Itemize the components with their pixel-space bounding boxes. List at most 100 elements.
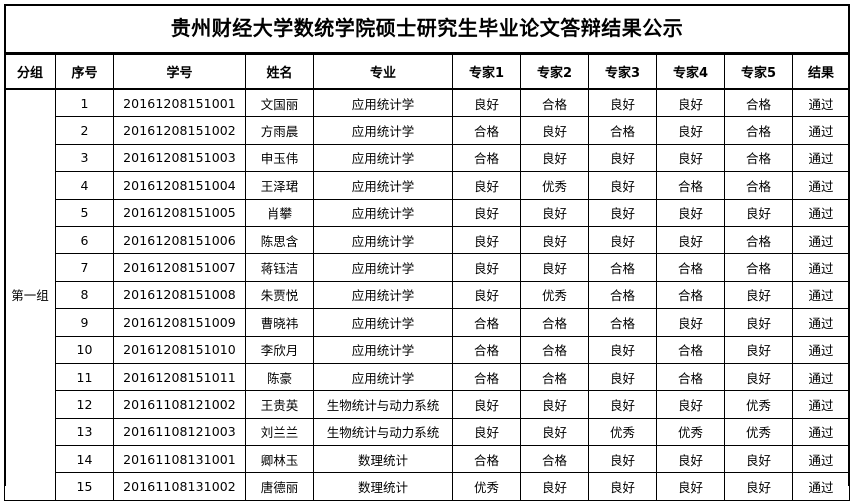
cell-expert1: 合格: [452, 362, 521, 392]
table-row: 12 20161108121002 王贵英 生物统计与动力系统 良好 良好 良好 良好 优秀 通过: [5, 390, 850, 419]
cell-seq: 9: [55, 308, 114, 337]
cell-student-id: 20161208151001: [113, 88, 246, 118]
cell-expert2: 良好: [520, 417, 589, 447]
cell-student-id: 20161108131001: [113, 445, 246, 474]
cell-expert2: 良好: [520, 225, 589, 255]
table-row: 13 20161108121003 刘兰兰 生物统计与动力系统 良好 良好 优秀 优秀 优秀 通过: [5, 417, 850, 447]
cell-expert3: 良好: [588, 390, 657, 419]
cell-student-id: 20161208151006: [113, 225, 246, 255]
cell-expert1: 合格: [452, 335, 521, 364]
defense-results-table: 分组 序号 学号 姓名 专业 专家1 专家2 专家3 专家4 专家5 结果 第一…: [4, 54, 850, 501]
cell-expert4: 良好: [656, 472, 725, 501]
column-header-expert3: 专家3: [588, 54, 657, 90]
cell-result: 通过: [792, 390, 850, 419]
cell-expert4: 良好: [656, 116, 725, 145]
cell-major: 应用统计学: [313, 308, 453, 337]
cell-expert1: 良好: [452, 417, 521, 447]
table-row: 14 20161108131001 卿林玉 数理统计 合格 合格 良好 良好 良好 通过: [5, 445, 850, 474]
cell-seq: 7: [55, 253, 114, 282]
cell-seq: 14: [55, 445, 114, 474]
cell-expert2: 良好: [520, 472, 589, 501]
cell-major: 生物统计与动力系统: [313, 390, 453, 419]
cell-name: 刘兰兰: [245, 417, 314, 447]
cell-expert1: 良好: [452, 253, 521, 282]
cell-expert1: 良好: [452, 225, 521, 255]
cell-expert3: 良好: [588, 171, 657, 200]
cell-student-id: 20161208151011: [113, 362, 246, 392]
cell-student-id: 20161108131002: [113, 472, 246, 501]
cell-expert2: 良好: [520, 390, 589, 419]
cell-expert1: 良好: [452, 198, 521, 227]
cell-expert3: 优秀: [588, 417, 657, 447]
table-row: 7 20161208151007 蒋钰洁 应用统计学 良好 良好 合格 合格 合格 通过: [5, 253, 850, 282]
cell-expert4: 良好: [656, 225, 725, 255]
cell-student-id: 20161208151007: [113, 253, 246, 282]
cell-group: 第一组: [4, 88, 56, 501]
cell-expert5: 合格: [724, 88, 793, 118]
cell-expert3: 合格: [588, 253, 657, 282]
cell-name: 王泽珺: [245, 171, 314, 200]
cell-expert4: 良好: [656, 308, 725, 337]
cell-expert4: 良好: [656, 390, 725, 419]
cell-expert5: 良好: [724, 445, 793, 474]
cell-result: 通过: [792, 280, 850, 310]
column-header-seq: 序号: [55, 54, 114, 90]
cell-expert5: 良好: [724, 280, 793, 310]
cell-expert3: 良好: [588, 198, 657, 227]
cell-seq: 4: [55, 171, 114, 200]
cell-seq: 6: [55, 225, 114, 255]
cell-expert4: 良好: [656, 198, 725, 227]
cell-expert1: 良好: [452, 88, 521, 118]
cell-expert5: 合格: [724, 116, 793, 145]
cell-expert3: 良好: [588, 362, 657, 392]
column-header-result: 结果: [792, 54, 850, 90]
cell-expert3: 良好: [588, 143, 657, 173]
cell-result: 通过: [792, 253, 850, 282]
cell-expert2: 优秀: [520, 171, 589, 200]
cell-name: 李欣月: [245, 335, 314, 364]
cell-major: 数理统计: [313, 445, 453, 474]
cell-seq: 15: [55, 472, 114, 501]
cell-expert1: 优秀: [452, 472, 521, 501]
cell-expert3: 良好: [588, 88, 657, 118]
cell-expert4: 良好: [656, 445, 725, 474]
cell-name: 朱贾悦: [245, 280, 314, 310]
cell-student-id: 20161208151002: [113, 116, 246, 145]
cell-expert1: 良好: [452, 390, 521, 419]
cell-expert3: 良好: [588, 472, 657, 501]
cell-expert4: 良好: [656, 143, 725, 173]
cell-major: 应用统计学: [313, 198, 453, 227]
column-header-expert1: 专家1: [452, 54, 521, 90]
cell-major: 数理统计: [313, 472, 453, 501]
cell-name: 肖攀: [245, 198, 314, 227]
table-row: 15 20161108131002 唐德丽 数理统计 优秀 良好 良好 良好 良好 通过: [5, 472, 850, 501]
cell-result: 通过: [792, 445, 850, 474]
table-row: 5 20161208151005 肖攀 应用统计学 良好 良好 良好 良好 良好 通过: [5, 198, 850, 227]
cell-name: 方雨晨: [245, 116, 314, 145]
cell-expert4: 合格: [656, 280, 725, 310]
cell-expert5: 良好: [724, 308, 793, 337]
cell-result: 通过: [792, 417, 850, 447]
cell-result: 通过: [792, 225, 850, 255]
cell-expert5: 良好: [724, 198, 793, 227]
cell-expert3: 良好: [588, 335, 657, 364]
column-header-expert2: 专家2: [520, 54, 589, 90]
cell-expert1: 合格: [452, 445, 521, 474]
cell-name: 蒋钰洁: [245, 253, 314, 282]
cell-result: 通过: [792, 171, 850, 200]
cell-name: 王贵英: [245, 390, 314, 419]
table-header: 分组 序号 学号 姓名 专业 专家1 专家2 专家3 专家4 专家5 结果: [4, 54, 850, 90]
cell-name: 曹晓祎: [245, 308, 314, 337]
cell-expert4: 良好: [656, 88, 725, 118]
cell-expert4: 合格: [656, 171, 725, 200]
cell-seq: 8: [55, 280, 114, 310]
column-header-expert5: 专家5: [724, 54, 793, 90]
cell-major: 应用统计学: [313, 225, 453, 255]
cell-expert5: 合格: [724, 171, 793, 200]
cell-major: 应用统计学: [313, 171, 453, 200]
cell-result: 通过: [792, 308, 850, 337]
cell-expert2: 良好: [520, 253, 589, 282]
cell-student-id: 20161208151010: [113, 335, 246, 364]
cell-expert1: 良好: [452, 171, 521, 200]
table-row: 第一组 1 20161208151001 文国丽 应用统计学 良好 合格 良好 良好 合格 通过: [4, 88, 850, 501]
